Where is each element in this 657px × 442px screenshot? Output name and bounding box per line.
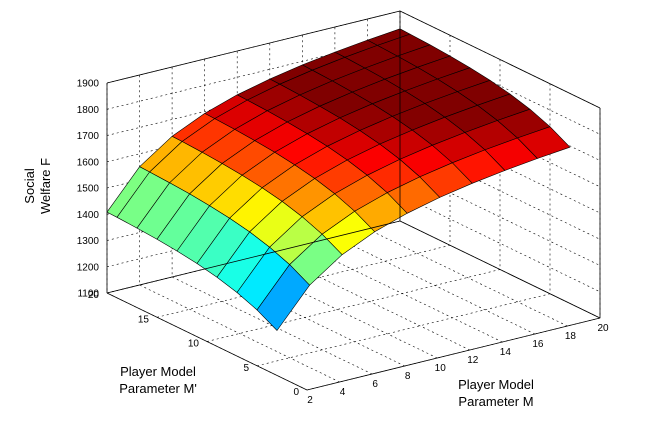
y-tick-label-5: 5 (243, 363, 249, 374)
x-tick-label-16: 16 (532, 339, 544, 350)
x-tick-label-12: 12 (467, 355, 479, 366)
axis-edge-8 (399, 220, 601, 319)
y-tick-label-20: 20 (88, 290, 100, 301)
surface-facet-0-0 (256, 264, 310, 331)
axis-edge-7 (106, 220, 401, 294)
z-tick-label-1100: 1100 (77, 289, 99, 300)
x-tick-label-6: 6 (372, 379, 378, 390)
x-tick-label-14: 14 (500, 347, 512, 358)
x-axis-label-line1: Player Model (458, 377, 534, 392)
z-axis-label: Social Welfare F (22, 158, 53, 214)
axis-edge-6 (399, 10, 601, 109)
z-axis-label-line1: Social (22, 168, 37, 204)
y-axis-label-line1: Player Model (120, 364, 196, 379)
tick-labels: 1100 1200 1300 1400 1500 1600 1700 1800 1900 0 5 10… (77, 79, 609, 407)
axis-edge-1 (106, 292, 308, 391)
axis-edges (106, 10, 601, 391)
z-tick-label-1900: 1900 (77, 79, 100, 90)
z-tick-label-1400: 1400 (77, 210, 100, 221)
z-axis-label-line2: Welfare F (38, 158, 53, 214)
x-tick-label-4: 4 (340, 387, 346, 398)
z-tick-label-1300: 1300 (77, 236, 100, 247)
x-tick-label-18: 18 (565, 331, 577, 342)
y-tick-label-15: 15 (138, 314, 150, 325)
y-tick-label-0: 0 (293, 387, 299, 398)
x-tick-label-20: 20 (597, 323, 609, 334)
z-tick-label-1600: 1600 (77, 157, 100, 168)
z-tick-label-1800: 1800 (77, 105, 100, 116)
x-tick-label-8: 8 (405, 371, 411, 382)
x-tick-label-10: 10 (435, 363, 447, 374)
surface-layer (106, 28, 571, 331)
y-axis-label-line2: Parameter M' (119, 381, 197, 396)
axis-edge-0 (306, 317, 601, 391)
axis-edge-5 (106, 10, 401, 84)
z-tick-label-1200: 1200 (77, 262, 100, 273)
x-axis-label-line2: Parameter M (458, 394, 533, 409)
y-tick-label-10: 10 (188, 339, 200, 350)
z-tick-label-1700: 1700 (77, 131, 100, 142)
z-tick-label-1500: 1500 (77, 184, 100, 195)
x-tick-label-2: 2 (307, 395, 313, 406)
